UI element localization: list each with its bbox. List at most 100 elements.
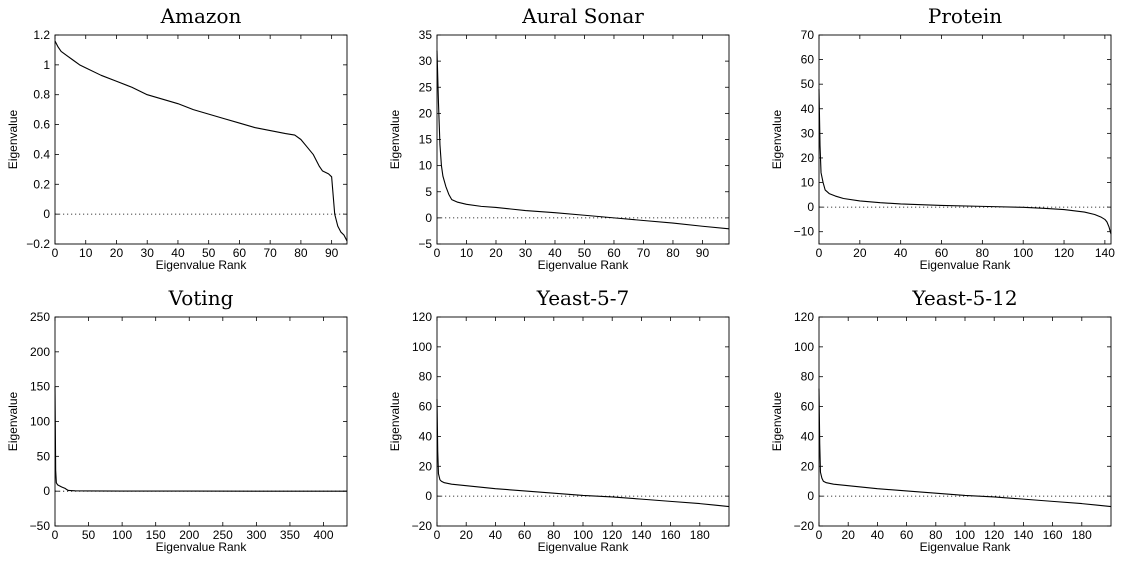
x-tick-label: 60 <box>233 246 247 260</box>
x-tick-label: 50 <box>578 246 592 260</box>
x-tick-label: 0 <box>816 246 823 260</box>
plot-area-frame <box>436 34 730 245</box>
x-tick-label: 90 <box>696 246 710 260</box>
y-tick-label: 0.8 <box>33 88 50 102</box>
y-tick-label: 10 <box>801 176 815 190</box>
y-tick-label: −20 <box>794 519 815 533</box>
x-axis-label: Eigenvalue Rank <box>920 258 1012 272</box>
chart-title: Protein <box>928 4 1002 28</box>
y-tick-label: 5 <box>425 185 432 199</box>
x-tick-label: 20 <box>853 246 867 260</box>
x-tick-label: 100 <box>573 528 593 542</box>
x-tick-label: 120 <box>602 528 622 542</box>
y-tick-label: 100 <box>794 340 814 354</box>
x-tick-label: 10 <box>460 246 474 260</box>
x-tick-label: 0 <box>52 528 59 542</box>
y-tick-label: −0.2 <box>26 237 50 251</box>
y-tick-label: 0 <box>807 489 814 503</box>
x-tick-label: 0 <box>434 528 441 542</box>
x-tick-label: 350 <box>280 528 300 542</box>
x-axis-label: Eigenvalue Rank <box>538 258 630 272</box>
y-tick-label: 1.2 <box>33 28 50 42</box>
y-tick-label: 0 <box>425 211 432 225</box>
y-tick-label: 0.2 <box>33 177 50 191</box>
eigenvalue-series-line <box>54 386 347 492</box>
y-axis-label: Eigenvalue <box>6 391 20 451</box>
eigenvalue-series-line <box>436 399 730 508</box>
y-tick-label: 0 <box>43 207 50 221</box>
y-axis-label: Eigenvalue <box>388 109 402 169</box>
plot-area-frame <box>818 34 1112 245</box>
chart-panel-6: Yeast-5-120 20 40 60 80 100 120 140 160 180−20020… <box>770 286 1112 554</box>
y-tick-label: 10 <box>419 159 433 173</box>
chart-title: Yeast-5-12 <box>911 286 1017 310</box>
x-tick-label: 70 <box>263 246 277 260</box>
eigenvalue-series-line <box>54 40 348 242</box>
y-tick-label: −20 <box>412 519 433 533</box>
x-tick-label: 160 <box>661 528 681 542</box>
x-tick-label: 60 <box>935 246 949 260</box>
y-tick-label: 0 <box>43 484 50 498</box>
y-tick-label: 0.4 <box>33 147 50 161</box>
y-tick-label: 50 <box>37 449 51 463</box>
x-tick-label: 140 <box>1095 246 1115 260</box>
x-axis-label: Eigenvalue Rank <box>156 258 248 272</box>
x-tick-label: 0 <box>816 528 823 542</box>
eigenvalue-series-line <box>436 50 730 230</box>
y-tick-label: 100 <box>30 415 50 429</box>
chart-title: Voting <box>168 286 234 310</box>
y-tick-label: 15 <box>419 133 433 147</box>
y-tick-label: 80 <box>419 370 433 384</box>
x-tick-label: 40 <box>489 528 503 542</box>
x-tick-label: 50 <box>202 246 216 260</box>
x-tick-label: 160 <box>1043 528 1063 542</box>
y-tick-label: 35 <box>419 28 433 42</box>
y-tick-label: −5 <box>418 237 432 251</box>
eigenvalue-series-line <box>818 388 1112 508</box>
x-tick-label: 20 <box>842 528 856 542</box>
x-tick-label: 140 <box>631 528 651 542</box>
x-tick-label: 400 <box>313 528 333 542</box>
y-tick-label: 0 <box>807 200 814 214</box>
x-tick-label: 40 <box>171 246 185 260</box>
x-tick-label: 80 <box>294 246 308 260</box>
x-tick-label: 100 <box>1013 246 1033 260</box>
x-tick-label: 120 <box>1054 246 1074 260</box>
x-axis-label: Eigenvalue Rank <box>156 540 248 554</box>
x-tick-label: 20 <box>110 246 124 260</box>
x-tick-label: 60 <box>900 528 914 542</box>
y-tick-label: 0 <box>425 489 432 503</box>
chart-title: Yeast-5-7 <box>536 286 630 310</box>
x-tick-label: 40 <box>871 528 885 542</box>
y-tick-label: 150 <box>30 380 50 394</box>
y-axis-label: Eigenvalue <box>770 109 784 169</box>
y-tick-label: −50 <box>30 519 51 533</box>
x-tick-label: 50 <box>82 528 96 542</box>
x-tick-label: 300 <box>246 528 266 542</box>
chart-title: Amazon <box>160 4 242 28</box>
x-tick-label: 30 <box>519 246 533 260</box>
x-tick-label: 80 <box>929 528 943 542</box>
x-tick-label: 80 <box>976 246 990 260</box>
y-tick-label: 40 <box>801 429 815 443</box>
y-tick-label: 60 <box>801 53 815 67</box>
x-tick-label: 100 <box>955 528 975 542</box>
chart-panel-5: Yeast-5-70 20 40 60 80 100 120 140 160 180−200204… <box>388 286 730 554</box>
y-tick-label: 20 <box>801 151 815 165</box>
y-tick-label: 0.6 <box>33 118 50 132</box>
x-tick-label: 20 <box>460 528 474 542</box>
y-tick-label: 120 <box>794 310 814 324</box>
y-tick-label: 100 <box>412 340 432 354</box>
y-tick-label: 40 <box>419 429 433 443</box>
plot-area-frame <box>54 316 348 527</box>
eigenvalue-series-line <box>818 89 1112 235</box>
y-tick-label: 20 <box>419 459 433 473</box>
y-tick-label: 40 <box>801 102 815 116</box>
y-tick-label: 80 <box>801 370 815 384</box>
y-tick-label: −10 <box>794 225 815 239</box>
